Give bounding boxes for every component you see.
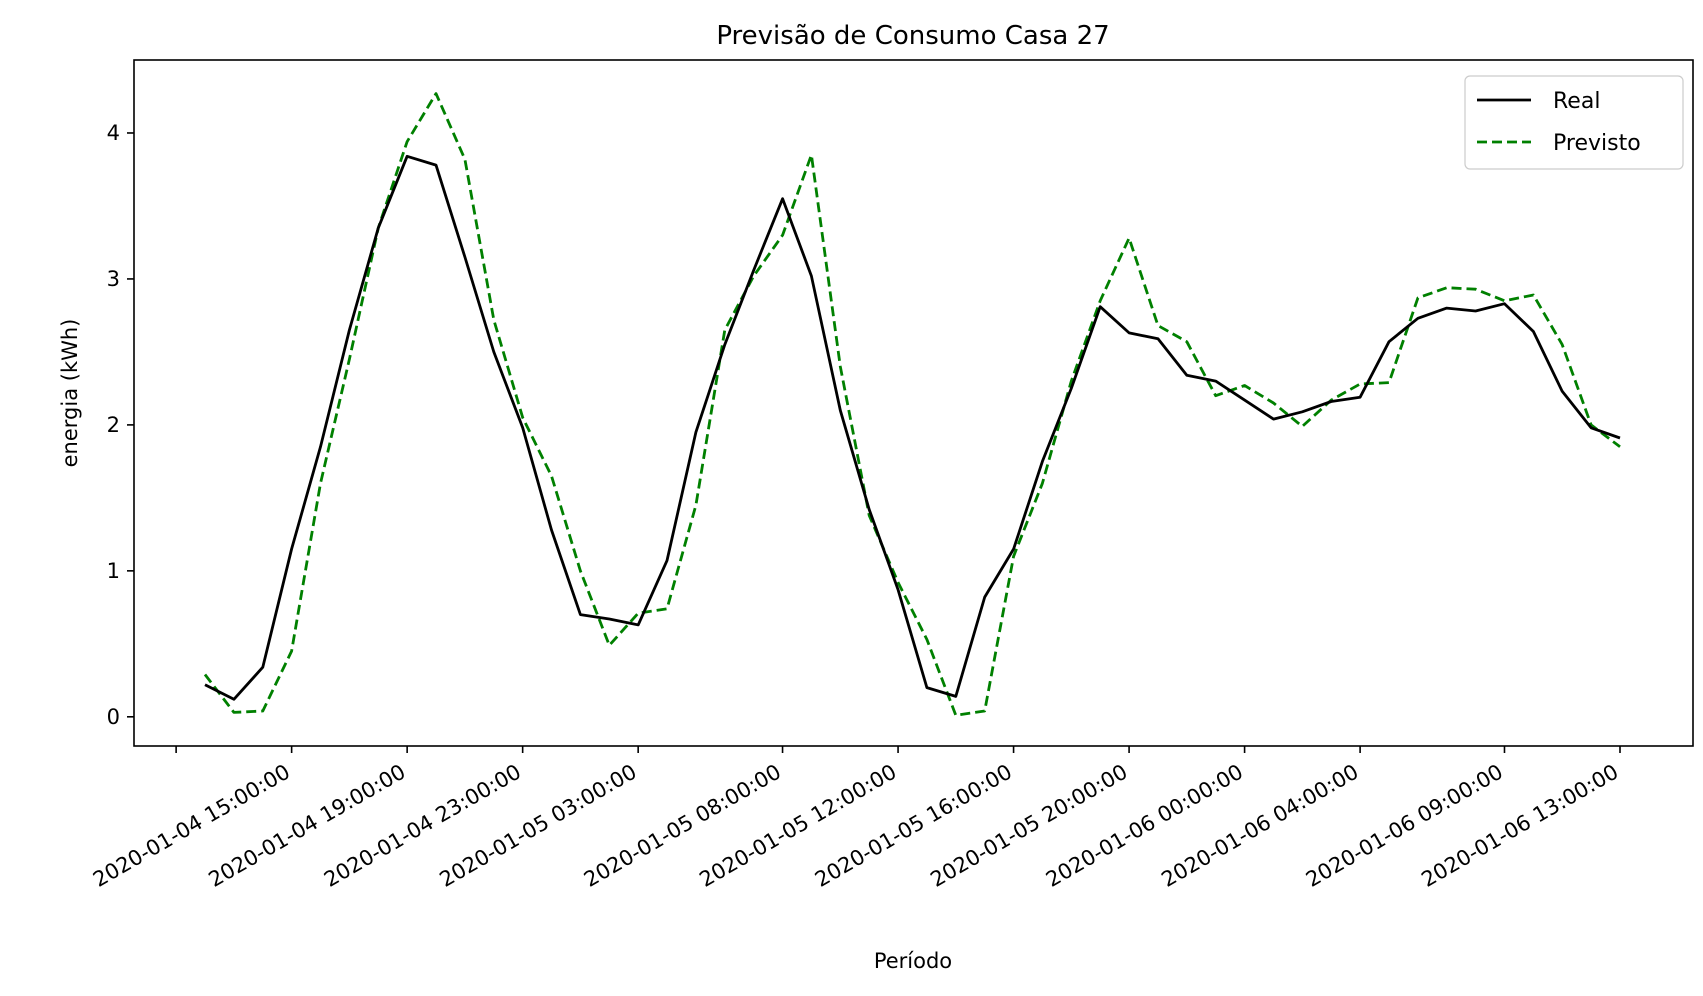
y-axis: 0 1 2 3 4 [107,121,134,729]
x-tick-label: 2020-01-04 19:00:00 [204,760,409,892]
y-tick-label: 4 [107,121,120,145]
x-tick-label: 2020-01-05 16:00:00 [811,760,1016,892]
series-line-real [204,154,1621,701]
y-tick-label: 1 [107,559,120,583]
x-tick-label: 2020-01-06 00:00:00 [1042,760,1247,892]
series-line-previsto [203,92,1621,717]
y-tick-label: 0 [107,705,120,729]
y-tick-label: 2 [107,413,120,437]
legend-label-real: Real [1553,89,1600,114]
x-tick-label: 2020-01-04 15:00:00 [89,760,294,892]
y-tick-label: 3 [107,267,120,291]
x-axis-label: Período [874,949,952,973]
x-tick-label: 2020-01-05 12:00:00 [695,760,900,892]
chart-title: Previsão de Consumo Casa 27 [716,21,1109,51]
x-tick-label: 2020-01-05 20:00:00 [926,760,1131,892]
plot-frame [133,59,1694,747]
series-layer [203,92,1621,717]
legend: Real Previsto [1464,75,1684,170]
legend-label-previsto: Previsto [1553,131,1641,156]
x-tick-label: 2020-01-06 13:00:00 [1417,760,1622,892]
y-axis-label: energia (kWh) [58,319,82,468]
x-tick-label: 2020-01-04 23:00:00 [320,760,525,892]
